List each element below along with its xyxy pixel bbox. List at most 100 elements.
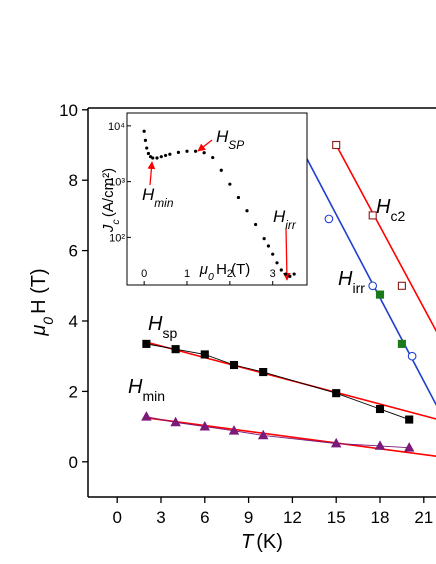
arrow <box>147 161 156 186</box>
inset-point <box>288 274 292 278</box>
marker <box>375 404 385 414</box>
inset-x-label-rest: H (T) <box>216 261 250 278</box>
inset-point <box>146 151 151 156</box>
marker <box>324 214 334 224</box>
inset-y-label-main: J <box>100 224 117 233</box>
x-tick-label: 0 <box>112 508 121 527</box>
x-axis-label: T (K) <box>241 531 283 553</box>
inset-annotation: Hirr <box>273 207 297 232</box>
fit-line <box>146 417 436 458</box>
inset-x-tick-label: 1 <box>184 268 190 280</box>
inset-point <box>292 272 296 276</box>
marker <box>229 360 239 370</box>
fit-line <box>298 144 436 407</box>
marker <box>199 420 211 431</box>
inset-point <box>271 252 275 256</box>
inset-point <box>142 129 146 133</box>
marker <box>374 440 386 450</box>
series-label: Hc2 <box>376 196 405 224</box>
plot-area <box>141 140 436 458</box>
inset-point <box>168 152 172 156</box>
marker <box>375 290 385 299</box>
marker <box>368 281 378 291</box>
marker <box>397 281 406 290</box>
y-axis-label: μ0 H (T) <box>28 268 56 336</box>
marker <box>170 416 181 427</box>
y-axis-label-sub: 0 <box>40 317 56 325</box>
marker <box>368 211 377 220</box>
inset-point <box>262 237 266 241</box>
x-axis-label-main: T <box>241 531 255 553</box>
inset-annotation: HSP <box>216 127 244 152</box>
series-label: Hirr <box>338 268 365 296</box>
x-tick-label: 6 <box>200 508 209 527</box>
marker <box>332 389 341 398</box>
marker <box>330 437 342 448</box>
series-line <box>146 416 410 449</box>
y-tick-label: 10 <box>59 101 78 120</box>
arrow <box>197 139 213 152</box>
inset-point <box>236 195 241 200</box>
series-label-main: H <box>128 376 143 398</box>
inset-annotation-main: H <box>142 185 155 204</box>
inset-annotation-main: H <box>273 207 286 226</box>
series-line <box>146 343 410 420</box>
y-tick-label: 4 <box>69 312 78 331</box>
inset-point <box>202 151 206 155</box>
series-label-main: H <box>148 313 163 335</box>
inset-point <box>228 182 232 186</box>
inset-x-label-main: μ <box>199 261 208 278</box>
series-label: Hsp <box>148 313 177 341</box>
y-tick-label: 2 <box>69 382 78 401</box>
inset-x-label-sub: 0 <box>208 271 214 283</box>
x-tick-label: 3 <box>156 508 165 527</box>
y-axis-label-rest: H (T) <box>28 268 50 314</box>
x-tick-label: 21 <box>414 508 433 527</box>
inset-point <box>176 150 181 154</box>
inset-point <box>163 153 168 158</box>
series-label-main: H <box>376 196 391 218</box>
inset-y-label-sub: c <box>110 219 122 225</box>
marker <box>228 425 240 435</box>
fit-line <box>146 341 436 420</box>
x-tick-label: 15 <box>327 508 346 527</box>
inset-x-tick-label: 2 <box>227 268 233 280</box>
inset-x-tick-label: 0 <box>141 268 147 280</box>
marker <box>405 415 414 424</box>
inset-annotation-main: H <box>216 127 229 146</box>
inset-point <box>151 156 155 160</box>
inset-annotation-sub: SP <box>228 138 244 152</box>
fit-line <box>335 144 436 333</box>
marker <box>200 350 209 359</box>
y-tick-label: 8 <box>69 171 78 190</box>
inset-point <box>145 146 149 150</box>
inset-point <box>143 138 148 142</box>
marker <box>332 140 341 150</box>
inset-point <box>245 209 249 213</box>
inset-y-tick-label: 10⁴ <box>108 121 125 133</box>
inset-point <box>219 168 223 172</box>
series-label-sub: min <box>142 388 165 404</box>
marker <box>257 429 269 440</box>
inset-point <box>155 156 159 160</box>
inset-annotation-sub: min <box>154 196 174 210</box>
inset-point <box>185 149 189 153</box>
x-axis-label-rest: (K) <box>256 531 283 553</box>
inset-frame <box>126 112 308 286</box>
inset-point <box>159 155 163 159</box>
inset-point <box>211 155 215 160</box>
series-label-sub: c2 <box>390 208 405 224</box>
marker <box>407 351 417 361</box>
y-tick-label: 0 <box>69 453 78 472</box>
marker <box>397 339 406 348</box>
inset-y-label-rest: (A/cm²) <box>100 168 117 217</box>
inset-y-tick-label: 10³ <box>109 177 125 189</box>
y-tick-label: 6 <box>69 242 78 261</box>
inset-point <box>275 261 279 265</box>
series-label-sub: sp <box>162 325 177 341</box>
series-label: Hmin <box>128 376 165 404</box>
inset-x-label: μ0 H (T) <box>199 261 250 283</box>
